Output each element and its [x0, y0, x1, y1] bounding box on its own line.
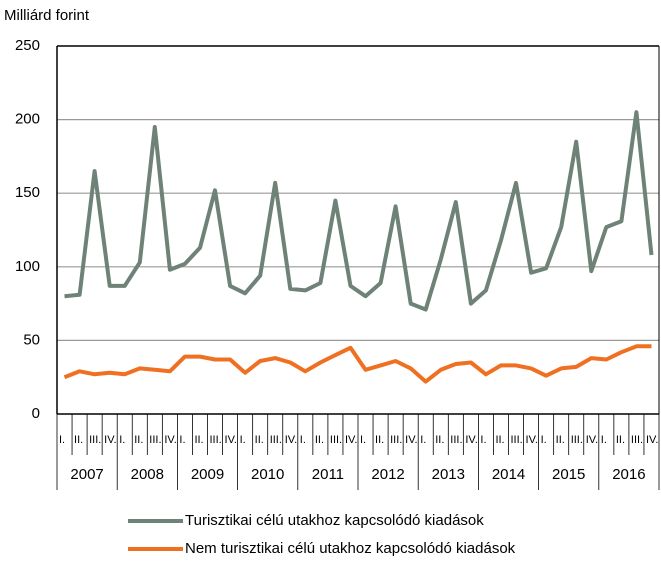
x-tick-label: IV. — [646, 434, 658, 446]
x-tick-label: II. — [315, 434, 324, 446]
year-label: 2007 — [70, 466, 103, 483]
y-tick-label: 250 — [15, 37, 40, 54]
x-tick-label: IV. — [465, 434, 477, 446]
x-tick-label: III. — [270, 434, 282, 446]
x-tick-label: III. — [631, 434, 643, 446]
x-tick-label: II. — [435, 434, 444, 446]
x-tick-label: I. — [119, 434, 125, 446]
y-tick-label: 150 — [15, 184, 40, 201]
y-tick-label: 50 — [23, 331, 40, 348]
x-tick-label: I. — [601, 434, 607, 446]
x-tick-label: IV. — [586, 434, 598, 446]
x-tick-label: III. — [89, 434, 101, 446]
y-axis-label: Milliárd forint — [4, 7, 90, 24]
legend-label: Turisztikai célú utakhoz kapcsolódó kiad… — [185, 512, 484, 529]
x-tick-label: II. — [556, 434, 565, 446]
x-tick-label: III. — [149, 434, 161, 446]
x-tick-label: III. — [571, 434, 583, 446]
legend-label: Nem turisztikai célú utakhoz kapcsolódó … — [185, 540, 516, 557]
x-tick-label: III. — [390, 434, 402, 446]
year-label: 2016 — [612, 466, 645, 483]
x-tick-label: III. — [450, 434, 462, 446]
x-tick-label: I. — [360, 434, 366, 446]
x-tick-label: IV. — [285, 434, 297, 446]
x-tick-label: II. — [495, 434, 504, 446]
x-tick-label: II. — [74, 434, 83, 446]
x-tick-label: IV. — [526, 434, 538, 446]
year-label: 2012 — [371, 466, 404, 483]
x-tick-label: I. — [240, 434, 246, 446]
x-tick-label: II. — [616, 434, 625, 446]
x-tick-label: II. — [255, 434, 264, 446]
x-tick-label: III. — [511, 434, 523, 446]
x-tick-label: III. — [210, 434, 222, 446]
year-label: 2013 — [432, 466, 465, 483]
x-tick-label: I. — [300, 434, 306, 446]
x-tick-label: IV. — [345, 434, 357, 446]
x-tick-label: II. — [375, 434, 384, 446]
series-line — [63, 344, 652, 384]
series-line — [64, 110, 654, 312]
year-label: 2011 — [312, 466, 344, 483]
y-tick-label: 0 — [32, 405, 40, 422]
y-tick-label: 200 — [15, 111, 40, 128]
x-tick-label: III. — [330, 434, 342, 446]
year-label: 2009 — [191, 466, 224, 483]
year-label: 2008 — [131, 466, 164, 483]
x-tick-label: IV. — [104, 434, 116, 446]
year-label: 2014 — [492, 466, 525, 483]
x-tick-label: IV. — [164, 434, 176, 446]
x-tick-label: I. — [179, 434, 185, 446]
y-tick-label: 100 — [15, 258, 40, 275]
year-label: 2015 — [552, 466, 585, 483]
x-tick-label: II. — [134, 434, 143, 446]
x-tick-label: II. — [194, 434, 203, 446]
x-tick-label: I. — [541, 434, 547, 446]
year-label: 2010 — [251, 466, 284, 483]
x-tick-label: I. — [420, 434, 426, 446]
x-tick-label: I. — [59, 434, 65, 446]
x-tick-label: IV. — [225, 434, 237, 446]
x-tick-label: IV. — [405, 434, 417, 446]
x-tick-label: I. — [480, 434, 486, 446]
